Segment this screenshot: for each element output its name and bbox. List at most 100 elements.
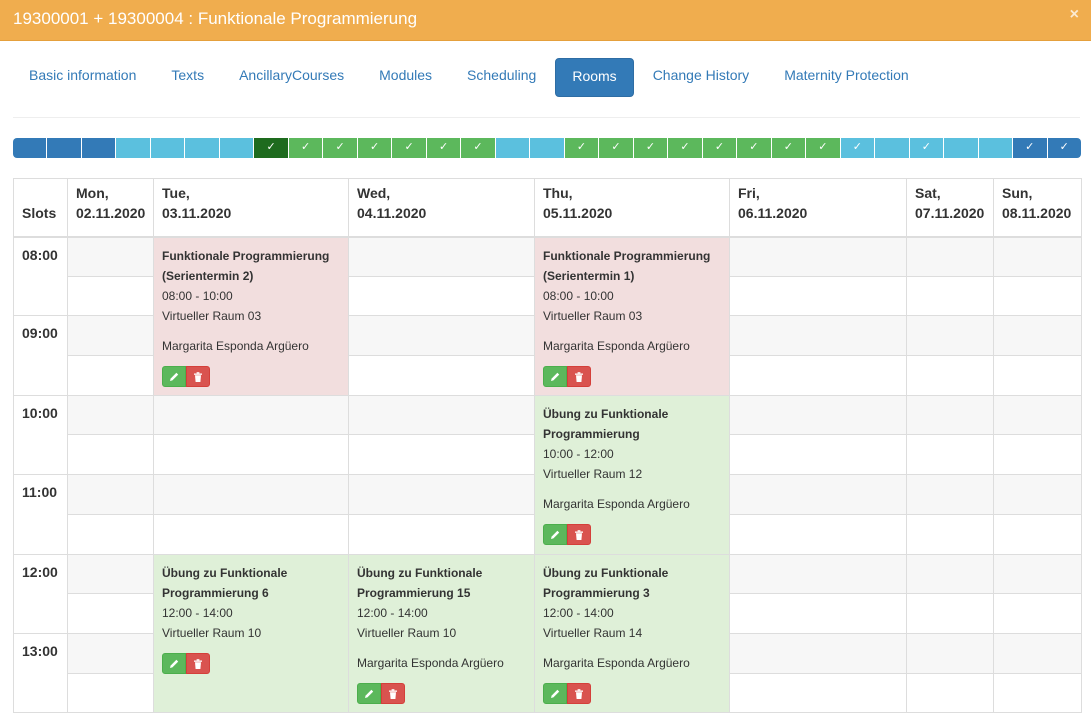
empty-slot-cell[interactable] [67, 355, 154, 396]
week-segment[interactable]: ✓ [840, 138, 876, 158]
close-icon[interactable]: × [1069, 6, 1079, 23]
empty-slot-cell[interactable] [906, 236, 994, 277]
week-segment[interactable] [530, 138, 565, 158]
empty-slot-cell[interactable] [729, 672, 907, 713]
week-segment[interactable]: ✓ [702, 138, 738, 158]
week-segment[interactable]: ✓ [288, 138, 324, 158]
tab-texts[interactable]: Texts [171, 67, 205, 83]
tab-ancillarycourses[interactable]: AncillaryCourses [239, 67, 345, 83]
empty-slot-cell[interactable] [153, 394, 349, 436]
edit-button[interactable] [162, 365, 186, 387]
empty-slot-cell[interactable] [67, 632, 154, 674]
empty-slot-cell[interactable] [906, 355, 994, 396]
week-segment[interactable] [944, 138, 979, 158]
tab-rooms[interactable]: Rooms [555, 58, 634, 97]
empty-slot-cell[interactable] [729, 632, 907, 674]
week-segment[interactable] [116, 138, 151, 158]
edit-button[interactable] [357, 682, 381, 704]
week-segment[interactable]: ✓ [323, 138, 358, 158]
empty-slot-cell[interactable] [906, 434, 994, 476]
week-segment[interactable]: ✓ [806, 138, 841, 158]
empty-slot-cell[interactable] [67, 672, 154, 713]
empty-slot-cell[interactable] [729, 553, 907, 595]
empty-slot-cell[interactable] [348, 394, 535, 436]
edit-button[interactable] [543, 523, 567, 545]
empty-slot-cell[interactable] [729, 593, 907, 634]
week-segment[interactable] [81, 138, 117, 158]
week-segment[interactable]: ✓ [254, 138, 289, 158]
week-segment[interactable] [150, 138, 186, 158]
week-segment[interactable]: ✓ [737, 138, 772, 158]
event-card[interactable]: Übung zu Funktionale Programmierung 10:00… [534, 394, 730, 555]
empty-slot-cell[interactable] [993, 593, 1082, 634]
week-segment[interactable]: ✓ [1047, 138, 1081, 158]
week-segment[interactable] [495, 138, 531, 158]
empty-slot-cell[interactable] [993, 275, 1082, 317]
week-segment[interactable]: ✓ [357, 138, 393, 158]
empty-slot-cell[interactable] [153, 474, 349, 515]
empty-slot-cell[interactable] [729, 275, 907, 317]
empty-slot-cell[interactable] [993, 394, 1082, 436]
empty-slot-cell[interactable] [993, 236, 1082, 277]
empty-slot-cell[interactable] [993, 315, 1082, 357]
empty-slot-cell[interactable] [348, 275, 535, 317]
empty-slot-cell[interactable] [67, 394, 154, 436]
empty-slot-cell[interactable] [153, 513, 349, 555]
empty-slot-cell[interactable] [906, 553, 994, 595]
empty-slot-cell[interactable] [348, 355, 535, 396]
week-segment[interactable]: ✓ [633, 138, 669, 158]
tab-maternity-protection[interactable]: Maternity Protection [784, 67, 909, 83]
week-segment[interactable]: ✓ [771, 138, 807, 158]
week-segment[interactable]: ✓ [461, 138, 496, 158]
week-segment[interactable]: ✓ [1013, 138, 1048, 158]
empty-slot-cell[interactable] [993, 672, 1082, 713]
week-segment[interactable]: ✓ [426, 138, 462, 158]
empty-slot-cell[interactable] [906, 672, 994, 713]
empty-slot-cell[interactable] [729, 434, 907, 476]
event-card[interactable]: Übung zu Funktionale Programmierung 6 12:… [153, 553, 349, 713]
empty-slot-cell[interactable] [67, 474, 154, 515]
empty-slot-cell[interactable] [906, 315, 994, 357]
delete-button[interactable] [567, 682, 591, 704]
event-card[interactable]: Übung zu Funktionale Programmierung 3 12:… [534, 553, 730, 713]
tab-modules[interactable]: Modules [379, 67, 433, 83]
edit-button[interactable] [543, 365, 567, 387]
week-segment[interactable] [978, 138, 1014, 158]
delete-button[interactable] [567, 523, 591, 545]
empty-slot-cell[interactable] [906, 593, 994, 634]
empty-slot-cell[interactable] [993, 355, 1082, 396]
week-segment[interactable] [47, 138, 82, 158]
empty-slot-cell[interactable] [993, 474, 1082, 515]
empty-slot-cell[interactable] [348, 315, 535, 357]
empty-slot-cell[interactable] [906, 474, 994, 515]
week-segment[interactable] [875, 138, 910, 158]
week-segment[interactable]: ✓ [668, 138, 703, 158]
delete-button[interactable] [186, 652, 210, 674]
empty-slot-cell[interactable] [729, 394, 907, 436]
empty-slot-cell[interactable] [906, 513, 994, 555]
empty-slot-cell[interactable] [153, 434, 349, 476]
edit-button[interactable] [162, 652, 186, 674]
event-card[interactable]: Übung zu Funktionale Programmierung 15 12… [348, 553, 535, 713]
empty-slot-cell[interactable] [729, 513, 907, 555]
empty-slot-cell[interactable] [67, 236, 154, 277]
empty-slot-cell[interactable] [729, 315, 907, 357]
week-segment[interactable] [13, 138, 48, 158]
empty-slot-cell[interactable] [67, 593, 154, 634]
week-segment[interactable]: ✓ [564, 138, 600, 158]
tab-basic-information[interactable]: Basic information [29, 67, 137, 83]
empty-slot-cell[interactable] [993, 513, 1082, 555]
tab-scheduling[interactable]: Scheduling [467, 67, 537, 83]
empty-slot-cell[interactable] [906, 394, 994, 436]
empty-slot-cell[interactable] [67, 434, 154, 476]
empty-slot-cell[interactable] [67, 513, 154, 555]
empty-slot-cell[interactable] [993, 553, 1082, 595]
event-card[interactable]: Funktionale Programmierung (Serientermin… [153, 236, 349, 396]
empty-slot-cell[interactable] [348, 434, 535, 476]
week-segment[interactable] [219, 138, 255, 158]
empty-slot-cell[interactable] [67, 315, 154, 357]
empty-slot-cell[interactable] [993, 434, 1082, 476]
edit-button[interactable] [543, 682, 567, 704]
empty-slot-cell[interactable] [348, 236, 535, 277]
delete-button[interactable] [567, 365, 591, 387]
